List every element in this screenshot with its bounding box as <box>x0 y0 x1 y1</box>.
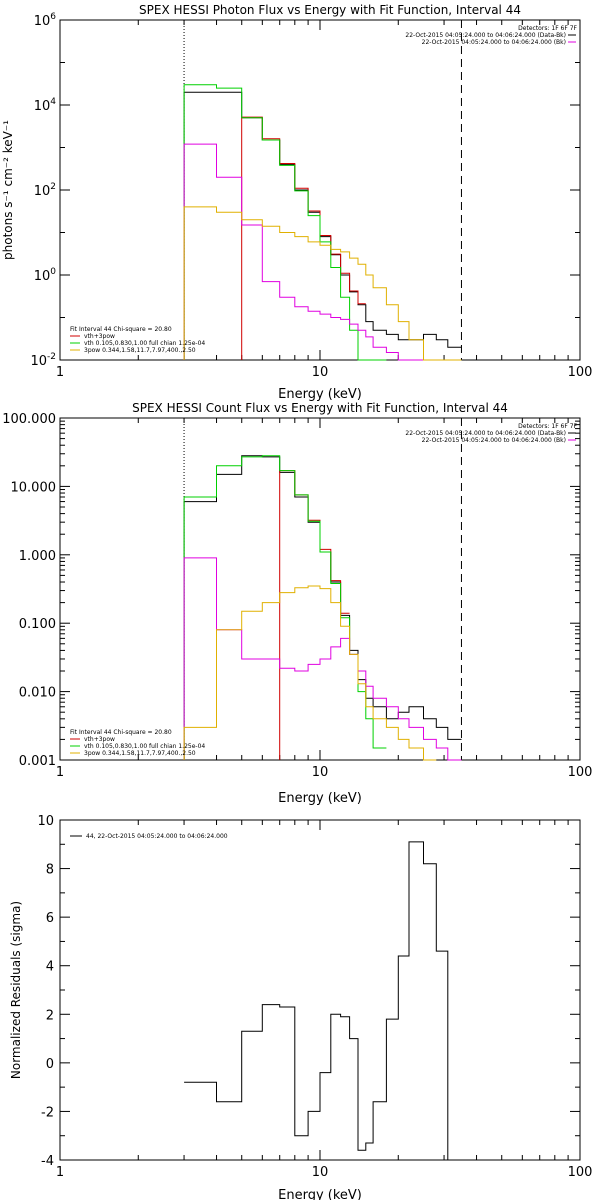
x-axis-label: Energy (keV) <box>278 1188 362 1200</box>
y-tick-label: 6 <box>46 911 54 926</box>
legend-detectors: Detectors: 1F 6F 7F <box>518 423 577 430</box>
y-tick-label: 0 <box>46 1057 54 1072</box>
x-axis-label: Energy (keV) <box>278 791 362 806</box>
y-tick-label: -2 <box>41 1105 54 1120</box>
y-tick-label: 10 <box>37 814 54 829</box>
series-line-44-22-oct-2015-04-05-24- <box>184 841 462 1161</box>
x-tick-label: 100 <box>568 765 593 780</box>
legend-data-bk: 22-Oct-2015 04:05:24.000 to 04:06:24.000… <box>405 430 566 437</box>
y-axis-label: Normalized Residuals (sigma) <box>9 901 23 1079</box>
y-tick-label: -4 <box>41 1154 54 1169</box>
y-tick-label: 100.000 <box>2 412 56 427</box>
series-line-vth-3pow <box>183 84 387 361</box>
series-line-bk <box>241 116 366 360</box>
series-line-vth-3pow <box>183 455 387 760</box>
legend-fit-3pow: 3pow 0.344,1.58,11.7,7.97,400.,2.50 <box>84 750 196 757</box>
chart-title: SPEX HESSI Photon Flux vs Energy with Fi… <box>139 3 521 17</box>
x-tick-label: 100 <box>568 365 593 380</box>
y-tick-label: 4 <box>46 960 54 975</box>
y-tick-label: 0.010 <box>19 686 56 701</box>
legend-bk: 22-Oct-2015 04:05:24.000 to 04:06:24.000… <box>422 437 566 444</box>
x-tick-label: 1 <box>56 765 64 780</box>
legend-fit-interval: Fit Interval 44 Chi-square = 20.80 <box>70 326 172 333</box>
residuals-chart: 1 10 100 -4 -2 0 2 4 6 8 10 Energy (keV) Normalize… <box>9 814 592 1200</box>
y-tick-label: 0.001 <box>19 754 56 769</box>
x-tick-label: 10 <box>312 365 329 380</box>
legend-fit-total: vth+3pow <box>84 736 115 743</box>
legend-detectors: Detectors: 1F 6F 7F <box>518 25 577 32</box>
legend-data-bk: 22-Oct-2015 04:05:24.000 to 04:06:24.000… <box>405 32 566 39</box>
legend-fit-interval: Fit Interval 44 Chi-square = 20.80 <box>70 729 172 736</box>
y-axis-label: photons s⁻¹ cm⁻² keV⁻¹ <box>1 120 15 260</box>
legend-fit-3pow: 3pow 0.344,1.58,11.7,7.97,400.,2.50 <box>84 347 196 354</box>
y-tick-label: 1.000 <box>19 549 56 564</box>
x-axis-label: Energy (keV) <box>278 387 362 402</box>
legend-residuals: 44, 22-Oct-2015 04:05:24.000 to 04:06:24… <box>86 833 228 840</box>
y-tick-label: 10.000 <box>11 480 57 495</box>
series-line-3pow <box>183 585 437 761</box>
legend-fit-vth: vth 0.105,0.830,1.00 full chian 1.25e-04 <box>84 340 205 347</box>
series-line-3pow <box>183 206 462 361</box>
y-tick-label: 0.100 <box>19 617 56 632</box>
count-flux-chart: SPEX HESSI Count Flux vs Energy with Fit… <box>2 401 592 806</box>
y-tick-label: 8 <box>46 863 54 878</box>
legend-fit-total: vth+3pow <box>84 333 115 340</box>
x-tick-label: 1 <box>56 1165 64 1180</box>
chart-title: SPEX HESSI Count Flux vs Energy with Fit… <box>132 401 508 415</box>
x-tick-label: 10 <box>312 1165 329 1180</box>
legend-bk: 22-Oct-2015 04:05:24.000 to 04:06:24.000… <box>422 39 566 46</box>
x-tick-label: 10 <box>312 765 329 780</box>
y-tick-label: 2 <box>46 1008 54 1023</box>
x-tick-label: 1 <box>56 365 64 380</box>
x-tick-label: 100 <box>568 1165 593 1180</box>
legend-fit-vth: vth 0.105,0.830,1.00 full chian 1.25e-04 <box>84 743 205 750</box>
